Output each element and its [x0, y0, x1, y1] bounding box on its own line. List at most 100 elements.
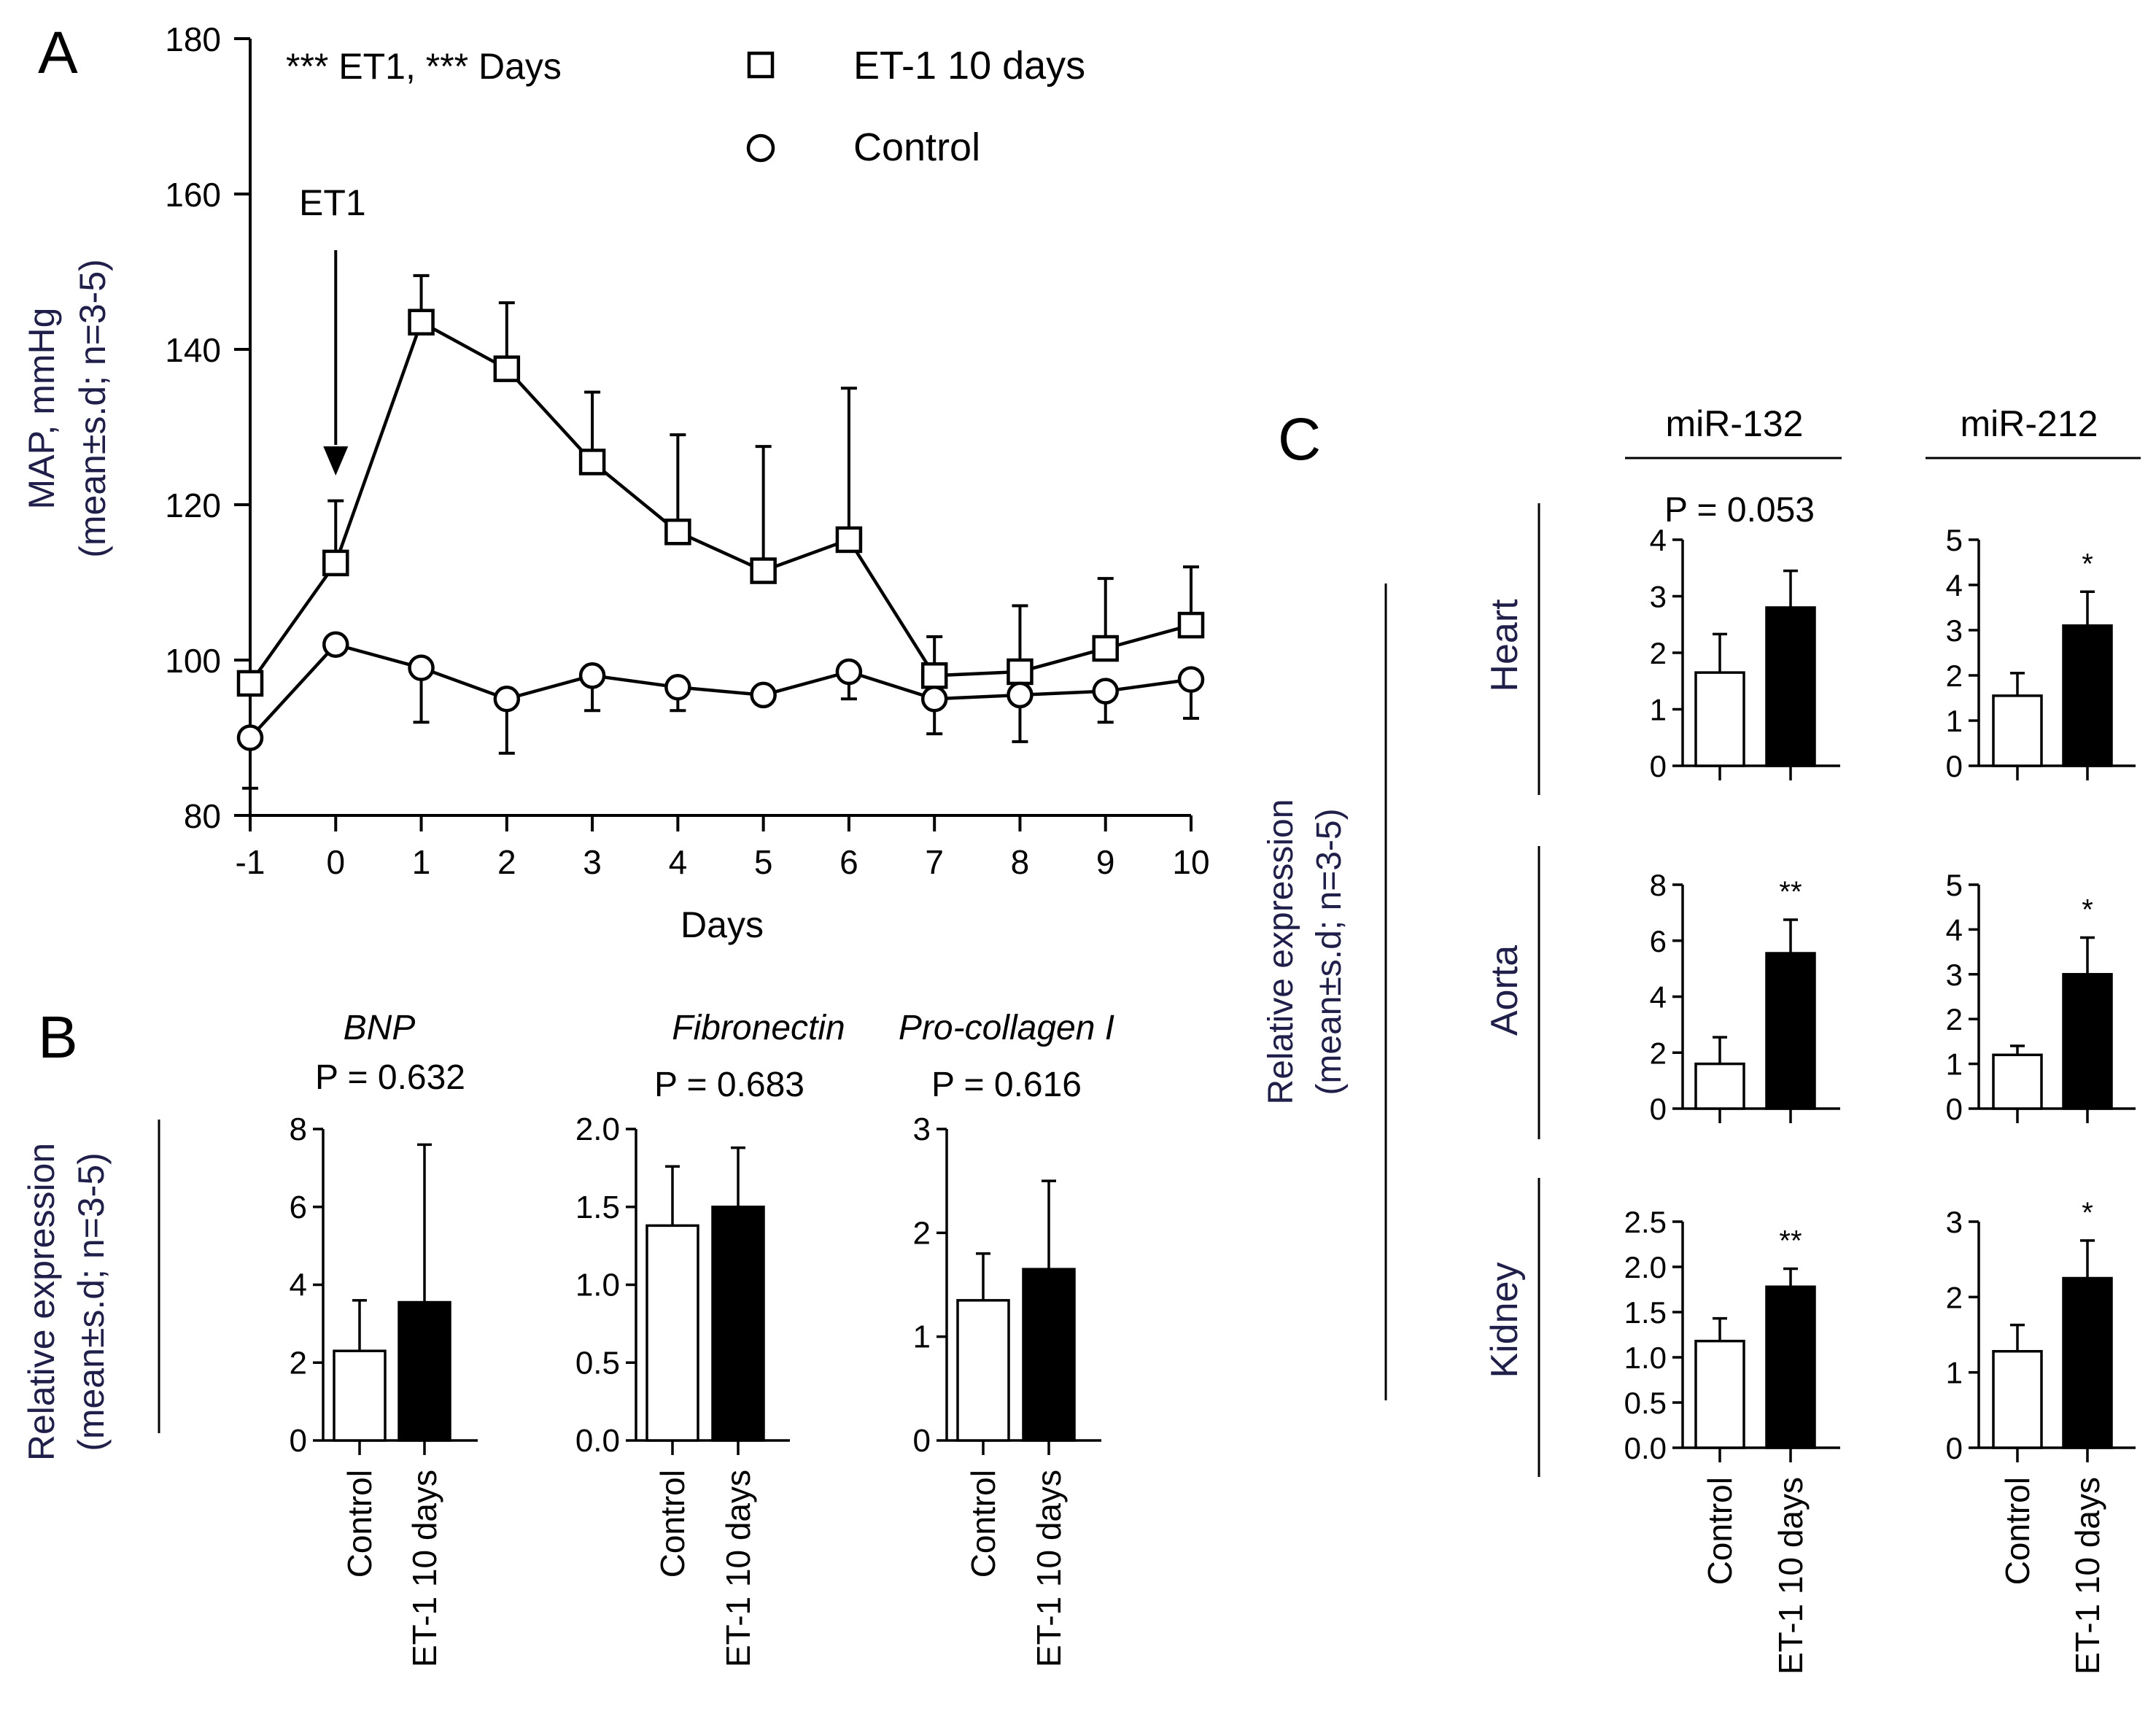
c-aorta-212-y-tick-label-5: 5 — [1946, 868, 1963, 902]
c-kidney-212-significance-et1: * — [2082, 1197, 2093, 1229]
panel-c-ylabel-line2: (mean±s.d; n=3-5) — [1310, 808, 1349, 1095]
b-procollagen-y-tick-label-0: 0 — [913, 1423, 931, 1459]
panel-a-ylabel-line2: (mean±s.d; n=3-5) — [72, 259, 113, 558]
panel-a-point-et1 — [578, 449, 606, 476]
legend-square-marker — [747, 51, 775, 79]
panel-a-point-control — [1092, 678, 1119, 705]
panel-a-y-tick-label-120: 120 — [165, 486, 221, 524]
c-kidney-132-y-tick-label-1.5: 1.5 — [1624, 1295, 1667, 1330]
panel-a-point-et1 — [835, 526, 863, 554]
panel-a-point-et1 — [1007, 658, 1034, 686]
b-procollagen-bar-et1 — [1022, 1268, 1076, 1442]
c-aorta-132-y-tick-label-6: 6 — [1650, 924, 1667, 958]
c-heart-132-y-tick-label-0: 0 — [1650, 749, 1667, 783]
b-fibronectin-bar-et1 — [711, 1206, 765, 1442]
b-fibronectin-x-label-et1: ET-1 10 days — [719, 1470, 757, 1667]
panel-a-series-line-control — [249, 643, 1192, 740]
b-fibronectin-y-tick-label-2.0: 2.0 — [575, 1112, 620, 1147]
panel-a-x-tick-label-4: 4 — [669, 843, 688, 881]
c-heart-212-y-tick-label-0: 0 — [1946, 749, 1963, 783]
b-fibronectin-bar-control — [645, 1224, 699, 1442]
c-heart-132-y-tick-label-2: 2 — [1650, 636, 1667, 670]
panel-a-et1-arrow-head — [323, 446, 349, 476]
c-kidney-132-y-tick-label-2.0: 2.0 — [1624, 1250, 1667, 1284]
b-procollagen-y-tick-label-3: 3 — [913, 1112, 931, 1147]
panel-a-point-et1 — [322, 549, 349, 577]
panel-label-c: C — [1278, 406, 1321, 473]
panel-a-y-tick-label-140: 140 — [165, 331, 221, 369]
legend-circle-marker — [746, 133, 775, 163]
c-aorta-132-y-tick-label-8: 8 — [1650, 868, 1667, 902]
c-kidney-212-y-tick-label-0: 0 — [1946, 1431, 1963, 1465]
panel-a-point-control — [493, 686, 521, 713]
panel-a-point-et1 — [750, 557, 777, 584]
panel-a-point-et1 — [1092, 635, 1119, 662]
panel-a-point-control — [835, 658, 863, 686]
panel-a-point-et1 — [920, 662, 948, 689]
c-heart-132-y-tick-label-1: 1 — [1650, 693, 1667, 727]
c-kidney-132-x-label-et1: ET-1 10 days — [1772, 1477, 1810, 1675]
panel-a-x-tick-label-5: 5 — [754, 843, 773, 881]
c-heart-212-y-tick-label-3: 3 — [1946, 613, 1963, 648]
panel-a-x-tick-label-6: 6 — [839, 843, 858, 881]
panel-a-y-tick-label-160: 160 — [165, 176, 221, 214]
panel-c-y-axis-title: Relative expression (mean±s.d; n=3-5) — [1262, 799, 1349, 1105]
panel-a-x-axis-title: Days — [680, 904, 764, 945]
panel-a-point-et1 — [1177, 611, 1205, 639]
panel-a-x-tick-label-8: 8 — [1011, 843, 1030, 881]
c-heart-212-y-tick-label-2: 2 — [1946, 659, 1963, 693]
b-procollagen-x-label-et1: ET-1 10 days — [1030, 1470, 1068, 1667]
b-fibronectin-title: Fibronectin — [672, 1009, 845, 1047]
c-aorta-212-y-tick-label-2: 2 — [1946, 1002, 1963, 1036]
panel-a-x-tick-label--1: -1 — [236, 843, 265, 881]
c-heart-212-y-tick-label-1: 1 — [1946, 704, 1963, 738]
b-fibronectin-y-tick-label-1.0: 1.0 — [575, 1268, 620, 1303]
panel-a-point-et1 — [408, 309, 435, 336]
panel-a-arrow-label: ET1 — [299, 182, 366, 223]
b-fibronectin-x-label-control: Control — [654, 1470, 691, 1578]
panel-a-x-tick-label-10: 10 — [1172, 843, 1209, 881]
panel-b-ylabel-line1: Relative expression — [21, 1143, 62, 1461]
b-bnp-y-tick-label-6: 6 — [290, 1190, 307, 1225]
panel-b-ylabel-line2: (mean±s.d; n=3-5) — [71, 1152, 112, 1451]
c-kidney-132-y-tick-label-0.5: 0.5 — [1624, 1386, 1667, 1420]
panel-a-legend: ET-1 10 days Control — [746, 44, 1085, 169]
b-bnp-bar-et1 — [398, 1300, 451, 1442]
b-fibronectin-p-value: P = 0.683 — [654, 1066, 804, 1104]
c-aorta-132-bar-control — [1694, 1062, 1745, 1110]
legend-label-et1: ET-1 10 days — [853, 44, 1085, 88]
b-fibronectin-y-tick-label-0.0: 0.0 — [575, 1423, 620, 1459]
panel-a-x-tick-label-7: 7 — [925, 843, 944, 881]
panel-a-stats-annotation: *** ET1, *** Days — [286, 46, 562, 87]
panel-c-row-label-kidney: Kidney — [1484, 1263, 1526, 1378]
c-aorta-132-bar-et1 — [1765, 952, 1816, 1110]
c-kidney-132-significance-et1: ** — [1779, 1225, 1802, 1257]
c-aorta-212-significance-et1: * — [2082, 893, 2093, 926]
b-procollagen-y-tick-label-1: 1 — [913, 1319, 931, 1355]
b-bnp-x-label-control: Control — [341, 1470, 379, 1578]
panel-label-b: B — [38, 1004, 78, 1071]
c-aorta-212-y-tick-label-0: 0 — [1946, 1092, 1963, 1126]
panel-a-y-tick-label-100: 100 — [165, 642, 221, 680]
panel-a-point-et1 — [664, 519, 691, 546]
c-heart-132-bar-et1 — [1765, 606, 1816, 767]
b-procollagen-x-label-control: Control — [964, 1470, 1002, 1578]
c-aorta-132-y-tick-label-4: 4 — [1650, 980, 1667, 1015]
panel-a-point-control — [236, 724, 264, 751]
c-kidney-212-y-tick-label-3: 3 — [1946, 1205, 1963, 1239]
c-heart-212-bar-et1 — [2062, 624, 2113, 767]
panel-a-point-control — [578, 662, 606, 689]
c-kidney-132-x-label-control: Control — [1701, 1477, 1739, 1585]
panel-a-y-tick-label-180: 180 — [165, 20, 221, 58]
legend-label-control: Control — [853, 125, 980, 169]
panel-a-point-control — [408, 654, 435, 681]
c-kidney-132-y-tick-label-2.5: 2.5 — [1624, 1205, 1667, 1239]
c-heart-212-y-tick-label-4: 4 — [1946, 568, 1963, 602]
panel-b-y-axis-title: Relative expression (mean±s.d; n=3-5) — [21, 1143, 112, 1461]
b-bnp-x-label-et1: ET-1 10 days — [406, 1470, 443, 1667]
b-bnp-bar-control — [333, 1349, 387, 1442]
panel-a-point-et1 — [236, 670, 264, 697]
c-heart-212-y-tick-label-5: 5 — [1946, 523, 1963, 557]
panel-a-point-control — [1177, 666, 1205, 693]
b-procollagen-y-tick-label-2: 2 — [913, 1215, 931, 1251]
